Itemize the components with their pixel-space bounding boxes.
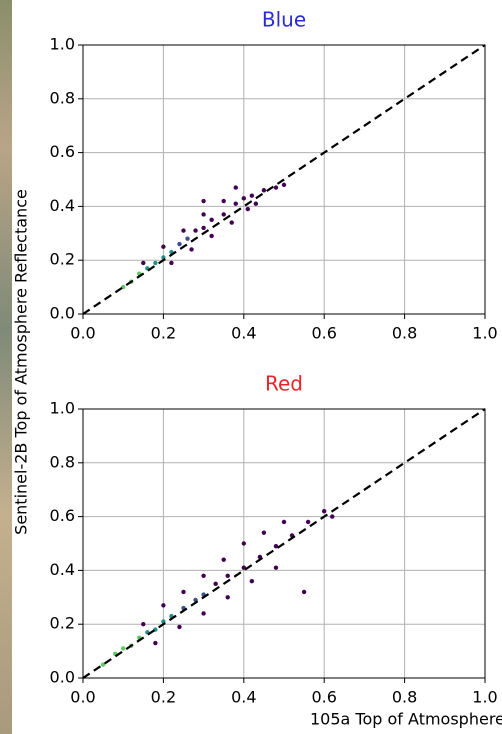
axes-frame (82, 408, 486, 679)
y-tick-label: 1.0 (50, 399, 75, 418)
y-tick-label: 0.4 (50, 196, 75, 215)
point (273, 565, 279, 570)
x-tick-label: 1.0 (472, 324, 497, 343)
point (249, 578, 255, 584)
point (209, 217, 214, 223)
y-tick-label: 0.4 (50, 560, 75, 579)
y-tick-label: 0.0 (50, 668, 75, 687)
point (181, 589, 186, 595)
y-tick-label: 0.2 (50, 614, 75, 633)
x-tick-label: 0.8 (392, 324, 417, 343)
point (301, 589, 307, 595)
point (213, 581, 218, 587)
point (273, 543, 279, 549)
chart-title: Blue (262, 8, 306, 32)
point (177, 624, 182, 630)
point (241, 196, 246, 201)
point (189, 247, 194, 252)
point (233, 201, 238, 206)
one-to-one-line (82, 408, 486, 679)
x-tick-label: 0.4 (231, 324, 256, 343)
point (169, 260, 174, 266)
x-tick-label: 0.6 (311, 688, 336, 707)
point (201, 611, 206, 616)
point (161, 603, 166, 608)
point (225, 573, 230, 578)
point (253, 201, 259, 206)
x-tick-label: 0.2 (151, 324, 176, 343)
point (153, 640, 158, 646)
point (221, 198, 226, 204)
point (281, 182, 287, 188)
point (141, 260, 146, 266)
point (261, 188, 267, 193)
point (330, 514, 335, 519)
y-tick-label: 0.8 (50, 452, 75, 471)
x-tick-label: 0.0 (70, 324, 95, 343)
point (273, 185, 279, 190)
point (209, 233, 214, 239)
x-tick-label: 0.0 (70, 688, 95, 707)
point (161, 244, 166, 249)
point (245, 206, 251, 212)
point (100, 662, 106, 667)
one-to-one-line (82, 44, 486, 315)
chart-title: Red (265, 372, 303, 396)
y-axis-label: Sentinel-2B Top of Atmosphere Reflectanc… (12, 189, 31, 535)
point (233, 185, 238, 190)
point (241, 541, 246, 546)
point (229, 220, 234, 225)
axes-frame (82, 44, 486, 315)
point (305, 519, 311, 525)
point (225, 595, 230, 600)
x-tick-label: 0.6 (311, 324, 336, 343)
point (185, 236, 190, 241)
y-tick-label: 0.2 (50, 250, 75, 269)
x-tick-label: 0.4 (231, 688, 256, 707)
x-axis-label: 105a Top of Atmosphere Reflectance (310, 710, 502, 729)
x-tick-label: 0.8 (392, 688, 417, 707)
point (322, 509, 327, 514)
point (201, 573, 206, 578)
point (201, 198, 206, 204)
y-tick-label: 0.0 (50, 304, 75, 323)
point (249, 193, 255, 198)
background-image-strip (0, 0, 12, 734)
point (193, 228, 198, 233)
y-tick-label: 0.6 (50, 506, 75, 525)
point (221, 557, 226, 562)
point (261, 530, 267, 535)
x-tick-label: 1.0 (472, 688, 497, 707)
point (153, 260, 158, 266)
point (181, 228, 186, 233)
point (141, 622, 146, 627)
point (221, 212, 226, 217)
point (201, 225, 206, 231)
y-tick-label: 0.6 (50, 142, 75, 161)
point (177, 241, 182, 247)
point (201, 212, 206, 217)
point (121, 646, 126, 651)
y-tick-label: 1.0 (50, 35, 75, 54)
x-tick-label: 0.2 (151, 688, 176, 707)
point (281, 519, 287, 525)
y-tick-label: 0.8 (50, 88, 75, 107)
